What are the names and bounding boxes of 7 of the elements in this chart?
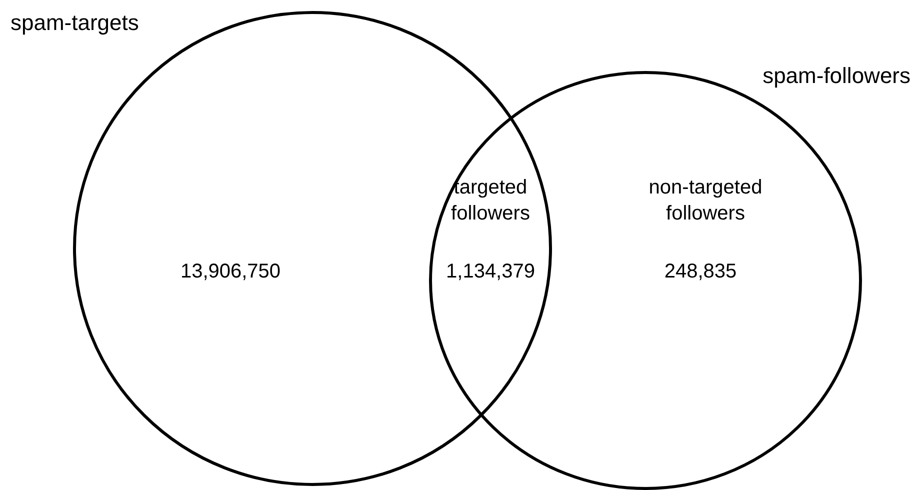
data-label: 13,906,750: [180, 260, 281, 282]
category-label: non-targeted followers: [648, 176, 762, 225]
data-label: 248,835: [664, 260, 737, 282]
data-label: 1,134,379: [446, 260, 535, 282]
text: spam-targets: [10, 10, 139, 35]
category-label: targeted followers: [451, 176, 530, 225]
text: spam-followers: [762, 63, 911, 88]
